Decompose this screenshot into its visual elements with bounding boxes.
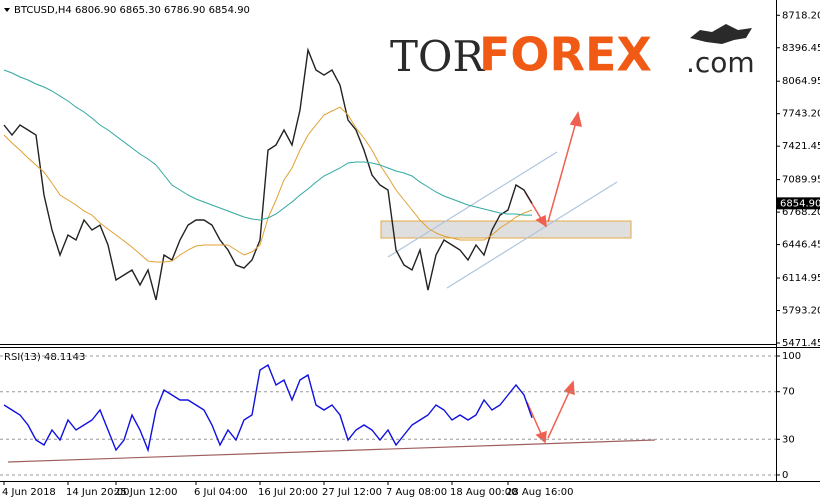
- channel-line: [387, 151, 558, 258]
- series-line: [3, 47, 533, 301]
- y-tick-label: 70: [782, 387, 795, 398]
- x-tick-label: 4 Jun 2018: [2, 487, 56, 498]
- y-tick-label: 7089.95: [782, 175, 820, 186]
- x-tick-label: 16 Jul 20:00: [258, 487, 318, 498]
- y-tick-label: 0: [782, 470, 788, 481]
- channel-line: [446, 181, 618, 289]
- x-tick-label: 25 Jun 12:00: [114, 487, 178, 498]
- x-tick-label: 14 Jun 20:00: [66, 487, 130, 498]
- logo-text: FOREX: [479, 28, 652, 82]
- y-tick-label: 6446.45: [782, 240, 820, 251]
- y-tick-label: 6114.95: [782, 273, 820, 284]
- x-tick-label: 27 Jul 12:00: [322, 487, 382, 498]
- series-line: [3, 363, 533, 453]
- y-tick-label: 6768.20: [782, 207, 820, 218]
- support-zone: [380, 220, 632, 239]
- y-tick-label: 8718.20: [782, 10, 820, 21]
- y-tick-label: 7421.45: [782, 141, 820, 152]
- chart-title: BTCUSD,H4 6806.90 6865.30 6786.90 6854.9…: [14, 5, 250, 16]
- y-tick-label: 8064.95: [782, 76, 820, 87]
- y-tick-label: 5793.20: [782, 306, 820, 317]
- y-tick-label: 7743.20: [782, 109, 820, 120]
- x-tick-label: 28 Aug 16:00: [506, 487, 573, 498]
- series-line: [3, 69, 532, 221]
- logo-icon: [690, 24, 752, 44]
- y-tick-label: 5471.45: [782, 338, 820, 349]
- y-tick-label: 30: [782, 434, 795, 445]
- last-price-tag: [777, 197, 820, 210]
- last-price-label: 6854.90: [780, 198, 820, 209]
- logo-text: TOR: [390, 32, 485, 81]
- rsi-trend-line: [7, 439, 656, 463]
- rsi-title: RSI(13) 48.1143: [4, 352, 85, 363]
- title-marker: [4, 8, 10, 12]
- x-tick-label: 6 Jul 04:00: [194, 487, 248, 498]
- x-tick-label: 7 Aug 08:00: [386, 487, 447, 498]
- logo-text: .com: [686, 46, 755, 79]
- x-tick-label: 18 Aug 00:00: [450, 487, 517, 498]
- y-tick-label: 8396.45: [782, 43, 820, 54]
- y-tick-label: 100: [782, 351, 801, 362]
